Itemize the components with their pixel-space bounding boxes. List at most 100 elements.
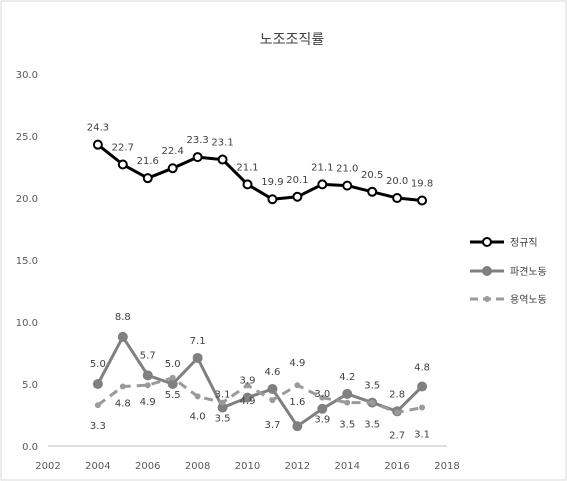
- legend-marker-dispatch: [482, 266, 492, 276]
- data-point-dispatch: [167, 379, 178, 389]
- data-label-service: 3.5: [215, 414, 231, 425]
- y-tick-label: 0.0: [22, 442, 38, 453]
- y-tick-label: 5.0: [22, 380, 38, 391]
- data-label-service: 2.7: [389, 431, 405, 442]
- data-label-dispatch: 5.0: [165, 359, 181, 370]
- data-point-regular: [217, 154, 228, 165]
- data-label-service: 3.5: [364, 420, 380, 431]
- data-label-dispatch: 8.8: [115, 312, 131, 323]
- data-label-regular: 21.0: [336, 164, 358, 175]
- legend-marker-regular: [482, 237, 492, 247]
- data-label-service: 3.3: [90, 421, 106, 432]
- data-point-dispatch: [117, 331, 128, 342]
- data-label-service: 4.9: [240, 396, 256, 407]
- data-label-dispatch: 2.8: [389, 389, 405, 400]
- x-tick-label: 2002: [35, 461, 60, 472]
- data-point-service: [194, 393, 201, 400]
- data-point-service: [344, 399, 351, 406]
- data-label-regular: 20.0: [386, 176, 408, 187]
- data-point-regular: [342, 180, 353, 191]
- y-tick-label: 15.0: [16, 256, 38, 267]
- legend-label-service: 용역노동: [510, 294, 547, 306]
- chart-title: 노조조직률: [260, 32, 325, 48]
- data-label-regular: 21.1: [311, 162, 333, 173]
- data-label-regular: 19.8: [411, 178, 433, 189]
- data-point-regular: [142, 173, 153, 184]
- series-layer: [92, 139, 428, 432]
- data-label-regular: 20.5: [361, 170, 383, 181]
- data-label-dispatch: 1.6: [289, 397, 305, 408]
- data-label-regular: 20.1: [286, 175, 308, 186]
- data-point-dispatch: [142, 370, 153, 381]
- data-label-layer: 24.322.721.622.423.3 23.121.119.9 20.121.1…: [87, 123, 433, 442]
- data-label-service: 4.9: [140, 397, 156, 408]
- data-point-service: [369, 399, 376, 406]
- data-point-service: [269, 397, 276, 404]
- data-label-dispatch: 3.9: [240, 376, 256, 387]
- data-point-dispatch: [417, 381, 428, 392]
- legend-item-regular: 정규직: [470, 237, 538, 249]
- data-point-dispatch: [292, 421, 303, 432]
- data-point-service: [219, 399, 226, 406]
- y-tick-labels: 0.0 5.0 10.0 15.0 20.0 25.0 30.0: [16, 70, 38, 453]
- data-label-dispatch: 3.0: [314, 389, 330, 400]
- data-label-regular: 19.9: [261, 177, 283, 188]
- data-point-regular: [392, 193, 403, 203]
- data-label-service: 3.9: [314, 415, 330, 426]
- data-point-regular: [117, 159, 128, 170]
- x-tick-label: 2016: [384, 461, 409, 472]
- data-point-dispatch: [342, 388, 353, 399]
- data-label-regular: 23.1: [211, 138, 233, 149]
- data-label-service: 4.0: [190, 411, 206, 422]
- data-point-service: [244, 382, 251, 389]
- data-label-dispatch: 3.5: [364, 381, 380, 392]
- x-tick-label: 2012: [285, 461, 310, 472]
- x-tick-label: 2018: [434, 461, 459, 472]
- data-point-regular: [167, 163, 178, 174]
- data-point-regular: [367, 186, 378, 197]
- legend-item-dispatch: 파견노동: [470, 266, 547, 278]
- x-tick-label: 2004: [85, 461, 110, 472]
- data-label-service: 4.8: [115, 398, 131, 409]
- data-point-dispatch: [192, 352, 203, 363]
- data-point-dispatch: [242, 392, 253, 403]
- series-regular: [92, 139, 428, 206]
- data-point-service: [169, 374, 176, 381]
- legend-label-dispatch: 파견노동: [510, 266, 547, 278]
- data-point-service: [119, 383, 126, 390]
- data-label-regular: 22.4: [162, 146, 184, 157]
- data-point-regular: [417, 195, 428, 206]
- data-label-dispatch: 3.1: [215, 390, 231, 401]
- series-line-service: [97, 376, 423, 414]
- data-label-service: 3.1: [414, 430, 430, 441]
- data-label-regular: 21.1: [236, 162, 258, 173]
- data-point-service: [94, 402, 101, 409]
- data-point-regular: [317, 179, 328, 190]
- data-point-service: [419, 404, 426, 411]
- data-point-service: [144, 382, 151, 389]
- x-tick-label: 2006: [135, 461, 160, 472]
- data-point-service: [394, 409, 401, 416]
- data-label-service: 5.5: [165, 390, 181, 401]
- data-point-service: [319, 394, 326, 401]
- data-point-regular: [267, 194, 278, 205]
- data-point-regular: [192, 152, 203, 163]
- data-point-dispatch: [317, 403, 328, 414]
- x-tick-label: 2010: [235, 461, 260, 472]
- y-tick-label: 10.0: [16, 318, 38, 329]
- x-tick-label: 2008: [185, 461, 210, 472]
- data-point-dispatch: [92, 379, 103, 389]
- data-label-regular: 22.7: [112, 143, 134, 154]
- data-label-regular: 24.3: [87, 123, 109, 134]
- data-label-service: 4.9: [289, 358, 305, 369]
- data-point-regular: [292, 191, 303, 202]
- y-tick-label: 25.0: [16, 132, 38, 143]
- y-tick-label: 20.0: [16, 194, 38, 205]
- legend-item-service: 용역노동: [470, 294, 547, 306]
- data-label-dispatch: 4.6: [264, 367, 280, 378]
- data-label-service: 3.7: [264, 420, 280, 431]
- data-point-regular: [242, 179, 253, 190]
- data-label-regular: 21.6: [137, 156, 159, 167]
